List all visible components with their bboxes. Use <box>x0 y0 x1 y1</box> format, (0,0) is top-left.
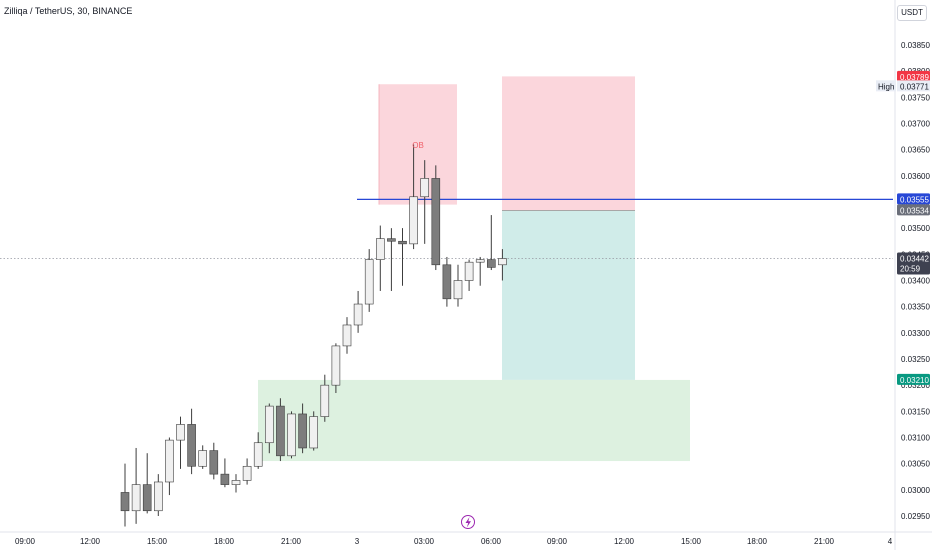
tag-gray-bg <box>897 204 930 216</box>
candle-bearish[interactable] <box>298 413 307 449</box>
y-tick-label: 0.03850 <box>901 41 930 50</box>
candle-bearish[interactable] <box>398 240 407 245</box>
x-tick-label: 15:00 <box>681 537 702 546</box>
candle-bullish[interactable] <box>420 178 430 198</box>
high-value-bg <box>897 80 930 92</box>
candle-bullish[interactable] <box>198 450 207 467</box>
x-tick-label: 18:00 <box>214 537 235 546</box>
lightning-icon-glyph <box>465 517 471 528</box>
current-price-tag-bg <box>897 252 930 275</box>
candle-bullish[interactable] <box>409 196 418 245</box>
high-label: High <box>878 82 894 91</box>
x-tick-label: 09:00 <box>547 537 568 546</box>
y-tick-label: 0.03600 <box>901 172 930 181</box>
tag-blue-bg <box>897 193 930 205</box>
candle-bullish[interactable] <box>242 465 252 481</box>
high-value: 0.03771 <box>900 82 929 91</box>
candle-bullish[interactable] <box>353 303 363 326</box>
tag-red: 0.03789 <box>900 73 929 82</box>
candle-bullish[interactable] <box>309 416 319 449</box>
x-tick-label: 18:00 <box>747 537 768 546</box>
y-tick-label: 0.03000 <box>901 486 930 495</box>
y-tick-label: 0.03150 <box>901 407 930 416</box>
candle-bullish[interactable] <box>453 280 463 300</box>
y-tick-label: 0.03650 <box>901 146 930 155</box>
x-tick-label: 3 <box>355 537 360 546</box>
high-label-bg <box>876 80 896 92</box>
candle-bearish[interactable] <box>387 238 396 242</box>
candle-bullish[interactable] <box>475 259 485 263</box>
y-tick-label: 0.03400 <box>901 277 930 286</box>
candle-bearish[interactable] <box>142 484 152 512</box>
candle-bullish[interactable] <box>264 405 274 444</box>
candle-bullish[interactable] <box>131 484 141 512</box>
price-axis-background <box>895 0 932 550</box>
candle-bullish[interactable] <box>375 238 385 260</box>
x-tick-label: 4 <box>888 537 893 546</box>
x-tick-label: 15:00 <box>147 537 168 546</box>
current-price-tag: 0.03442 <box>900 255 929 264</box>
candle-bullish[interactable] <box>154 481 163 512</box>
candle-bearish[interactable] <box>120 492 130 512</box>
ob-label: OB <box>412 141 424 150</box>
x-tick-label: 03:00 <box>414 537 435 546</box>
y-tick-label: 0.03200 <box>901 381 930 390</box>
tag-green: 0.03210 <box>900 376 929 385</box>
tag-green-bg <box>897 373 930 385</box>
x-tick-label: 06:00 <box>481 537 502 546</box>
candle-bullish[interactable] <box>165 439 174 483</box>
candle-bullish[interactable] <box>342 324 352 347</box>
zone-teal[interactable] <box>502 210 635 380</box>
candle-bullish[interactable] <box>331 345 341 386</box>
y-tick-label: 0.03100 <box>901 434 930 443</box>
candle-bearish[interactable] <box>442 264 452 300</box>
zone-red[interactable] <box>379 84 457 205</box>
chart-title: Zilliqa / TetherUS, 30, BINANCE <box>4 6 133 16</box>
x-tick-label: 21:00 <box>281 537 302 546</box>
candle-bearish[interactable] <box>187 424 196 467</box>
tag-red-bg <box>897 70 930 82</box>
candle-bearish[interactable] <box>276 405 285 457</box>
y-tick-label: 0.03250 <box>901 355 930 364</box>
candle-bearish[interactable] <box>209 450 219 475</box>
x-tick-label: 09:00 <box>15 537 36 546</box>
countdown-timer: 20:59 <box>900 265 921 274</box>
currency-button[interactable]: USDT <box>897 5 927 21</box>
y-tick-label: 0.03350 <box>901 303 930 312</box>
candle-bearish[interactable] <box>220 473 230 485</box>
y-tick-label: 0.03700 <box>901 120 930 129</box>
x-tick-label: 12:00 <box>80 537 101 546</box>
candle-bearish[interactable] <box>486 259 496 268</box>
candle-bullish[interactable] <box>320 384 330 417</box>
candle-bearish[interactable] <box>431 178 441 266</box>
y-tick-label: 0.03300 <box>901 329 930 338</box>
x-tick-label: 12:00 <box>614 537 635 546</box>
zone-green[interactable] <box>258 379 690 462</box>
candle-bullish[interactable] <box>287 413 296 457</box>
candle-bullish[interactable] <box>176 424 185 441</box>
y-tick-label: 0.03750 <box>901 93 930 102</box>
tag-blue: 0.03555 <box>900 195 929 204</box>
candle-bullish[interactable] <box>498 258 507 266</box>
x-tick-label: 21:00 <box>814 537 835 546</box>
y-tick-label: 0.02950 <box>901 512 930 521</box>
y-tick-label: 0.03050 <box>901 460 930 469</box>
candle-bullish[interactable] <box>464 261 474 281</box>
y-tick-label: 0.03500 <box>901 224 930 233</box>
tag-gray: 0.03534 <box>900 206 929 215</box>
candle-bullish[interactable] <box>364 259 374 305</box>
zone-red[interactable] <box>502 76 635 211</box>
candle-bullish[interactable] <box>253 442 263 467</box>
candle-bullish[interactable] <box>231 480 241 485</box>
